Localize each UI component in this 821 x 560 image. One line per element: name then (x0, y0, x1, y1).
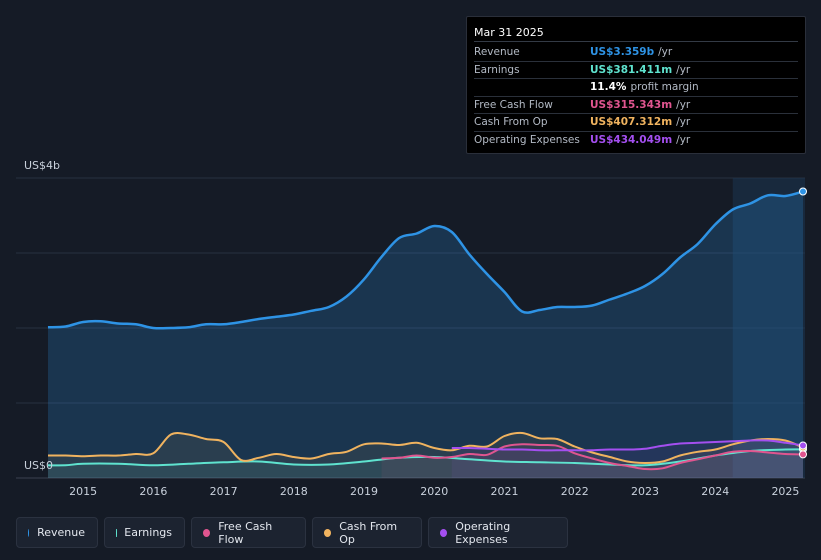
tooltip-value: 11.4% (590, 81, 627, 93)
tooltip-row-free-cash-flow: Free Cash Flow US$315.343m /yr (474, 97, 798, 114)
chart-legend: Revenue Earnings Free Cash Flow Cash Fro… (16, 517, 568, 548)
legend-label: Cash From Op (339, 519, 398, 546)
x-tick-label: 2018 (280, 485, 308, 498)
legend-dot-icon (28, 528, 30, 537)
series-areas (48, 191, 803, 478)
legend-item-operating-expenses[interactable]: Operating Expenses (428, 517, 568, 548)
data-tooltip: Mar 31 2025 Revenue US$3.359b /yr Earnin… (466, 16, 806, 154)
legend-label: Free Cash Flow (218, 519, 273, 546)
current-period-highlight (732, 178, 805, 478)
tooltip-row-operating-expenses: Operating Expenses US$434.049m /yr (474, 132, 798, 150)
x-tick-label: 2020 (420, 485, 448, 498)
tooltip-row-cash-from-op: Cash From Op US$407.312m /yr (474, 114, 798, 132)
chart-svg: 2015 2016 2017 2018 2019 2020 2021 2022 2023 2024… (16, 177, 807, 498)
earnings-area (48, 449, 803, 478)
cash-from-op-area (48, 432, 803, 478)
x-tick-label: 2017 (210, 485, 238, 498)
tooltip-value: US$3.359b (590, 46, 655, 58)
legend-item-earnings[interactable]: Earnings (104, 517, 185, 548)
tooltip-unit: /yr (676, 63, 691, 76)
x-tick-label: 2025 (771, 485, 799, 498)
tooltip-value: US$381.411m (590, 63, 673, 76)
x-tick-label: 2016 (139, 485, 167, 498)
tooltip-label: Revenue (474, 46, 520, 58)
cash-from-op-line (47, 431, 804, 464)
earnings-line (47, 448, 804, 467)
tooltip-date: Mar 31 2025 (474, 24, 798, 42)
revenue-endpoint (799, 187, 807, 196)
tooltip-unit: /yr (676, 98, 691, 111)
revenue-area (48, 191, 803, 478)
y-axis-top-label: US$4b (24, 159, 61, 172)
free-cash-flow-line (381, 443, 804, 471)
tooltip-label: Free Cash Flow (474, 98, 553, 111)
tooltip-label: Operating Expenses (474, 133, 580, 146)
tooltip-unit: /yr (658, 46, 673, 58)
legend-dot-icon (203, 528, 211, 537)
x-tick-label: 2021 (491, 485, 519, 498)
tooltip-value: US$407.312m (590, 116, 673, 128)
tooltip-label (474, 79, 590, 96)
tooltip-row-earnings: Earnings US$381.411m /yr (474, 62, 798, 79)
tooltip-row-revenue: Revenue US$3.359b /yr (474, 44, 798, 62)
legend-dot-icon (324, 528, 332, 537)
legend-label: Operating Expenses (455, 519, 511, 546)
operating-expenses-line (451, 439, 804, 452)
x-tick-label: 2024 (701, 485, 729, 498)
series-endpoints (799, 187, 807, 459)
tooltip-row-profit-margin: 11.4% profit margin (474, 79, 798, 97)
operating-expenses-endpoint (799, 441, 807, 450)
x-tick-label: 2023 (631, 485, 659, 498)
x-axis-ticks: 2015 2016 2017 2018 2019 2020 2021 2022 2023 2024… (69, 485, 799, 498)
free-cash-flow-endpoint (799, 450, 807, 459)
legend-label: Earnings (124, 526, 172, 539)
x-tick-label: 2022 (561, 485, 589, 498)
tooltip-label: Cash From Op (474, 116, 548, 128)
tooltip-value: US$434.049m (590, 133, 673, 146)
x-tick-label: 2015 (69, 485, 97, 498)
x-tick-label: 2019 (350, 485, 378, 498)
tooltip-unit: /yr (676, 133, 691, 146)
free-cash-flow-area (381, 444, 803, 478)
tooltip-value: US$315.343m (590, 98, 673, 111)
legend-item-cash-from-op[interactable]: Cash From Op (312, 517, 422, 548)
tooltip-unit: profit margin (630, 81, 699, 93)
revenue-line (47, 190, 804, 330)
legend-dot-icon (440, 528, 448, 537)
legend-item-revenue[interactable]: Revenue (16, 517, 98, 548)
y-axis-bottom-label: US$0 (24, 459, 54, 472)
tooltip-label: Earnings (474, 63, 520, 76)
tooltip-unit: /yr (676, 116, 691, 128)
legend-item-free-cash-flow[interactable]: Free Cash Flow (191, 517, 306, 548)
legend-label: Revenue (37, 526, 85, 539)
series-lines (47, 190, 804, 471)
